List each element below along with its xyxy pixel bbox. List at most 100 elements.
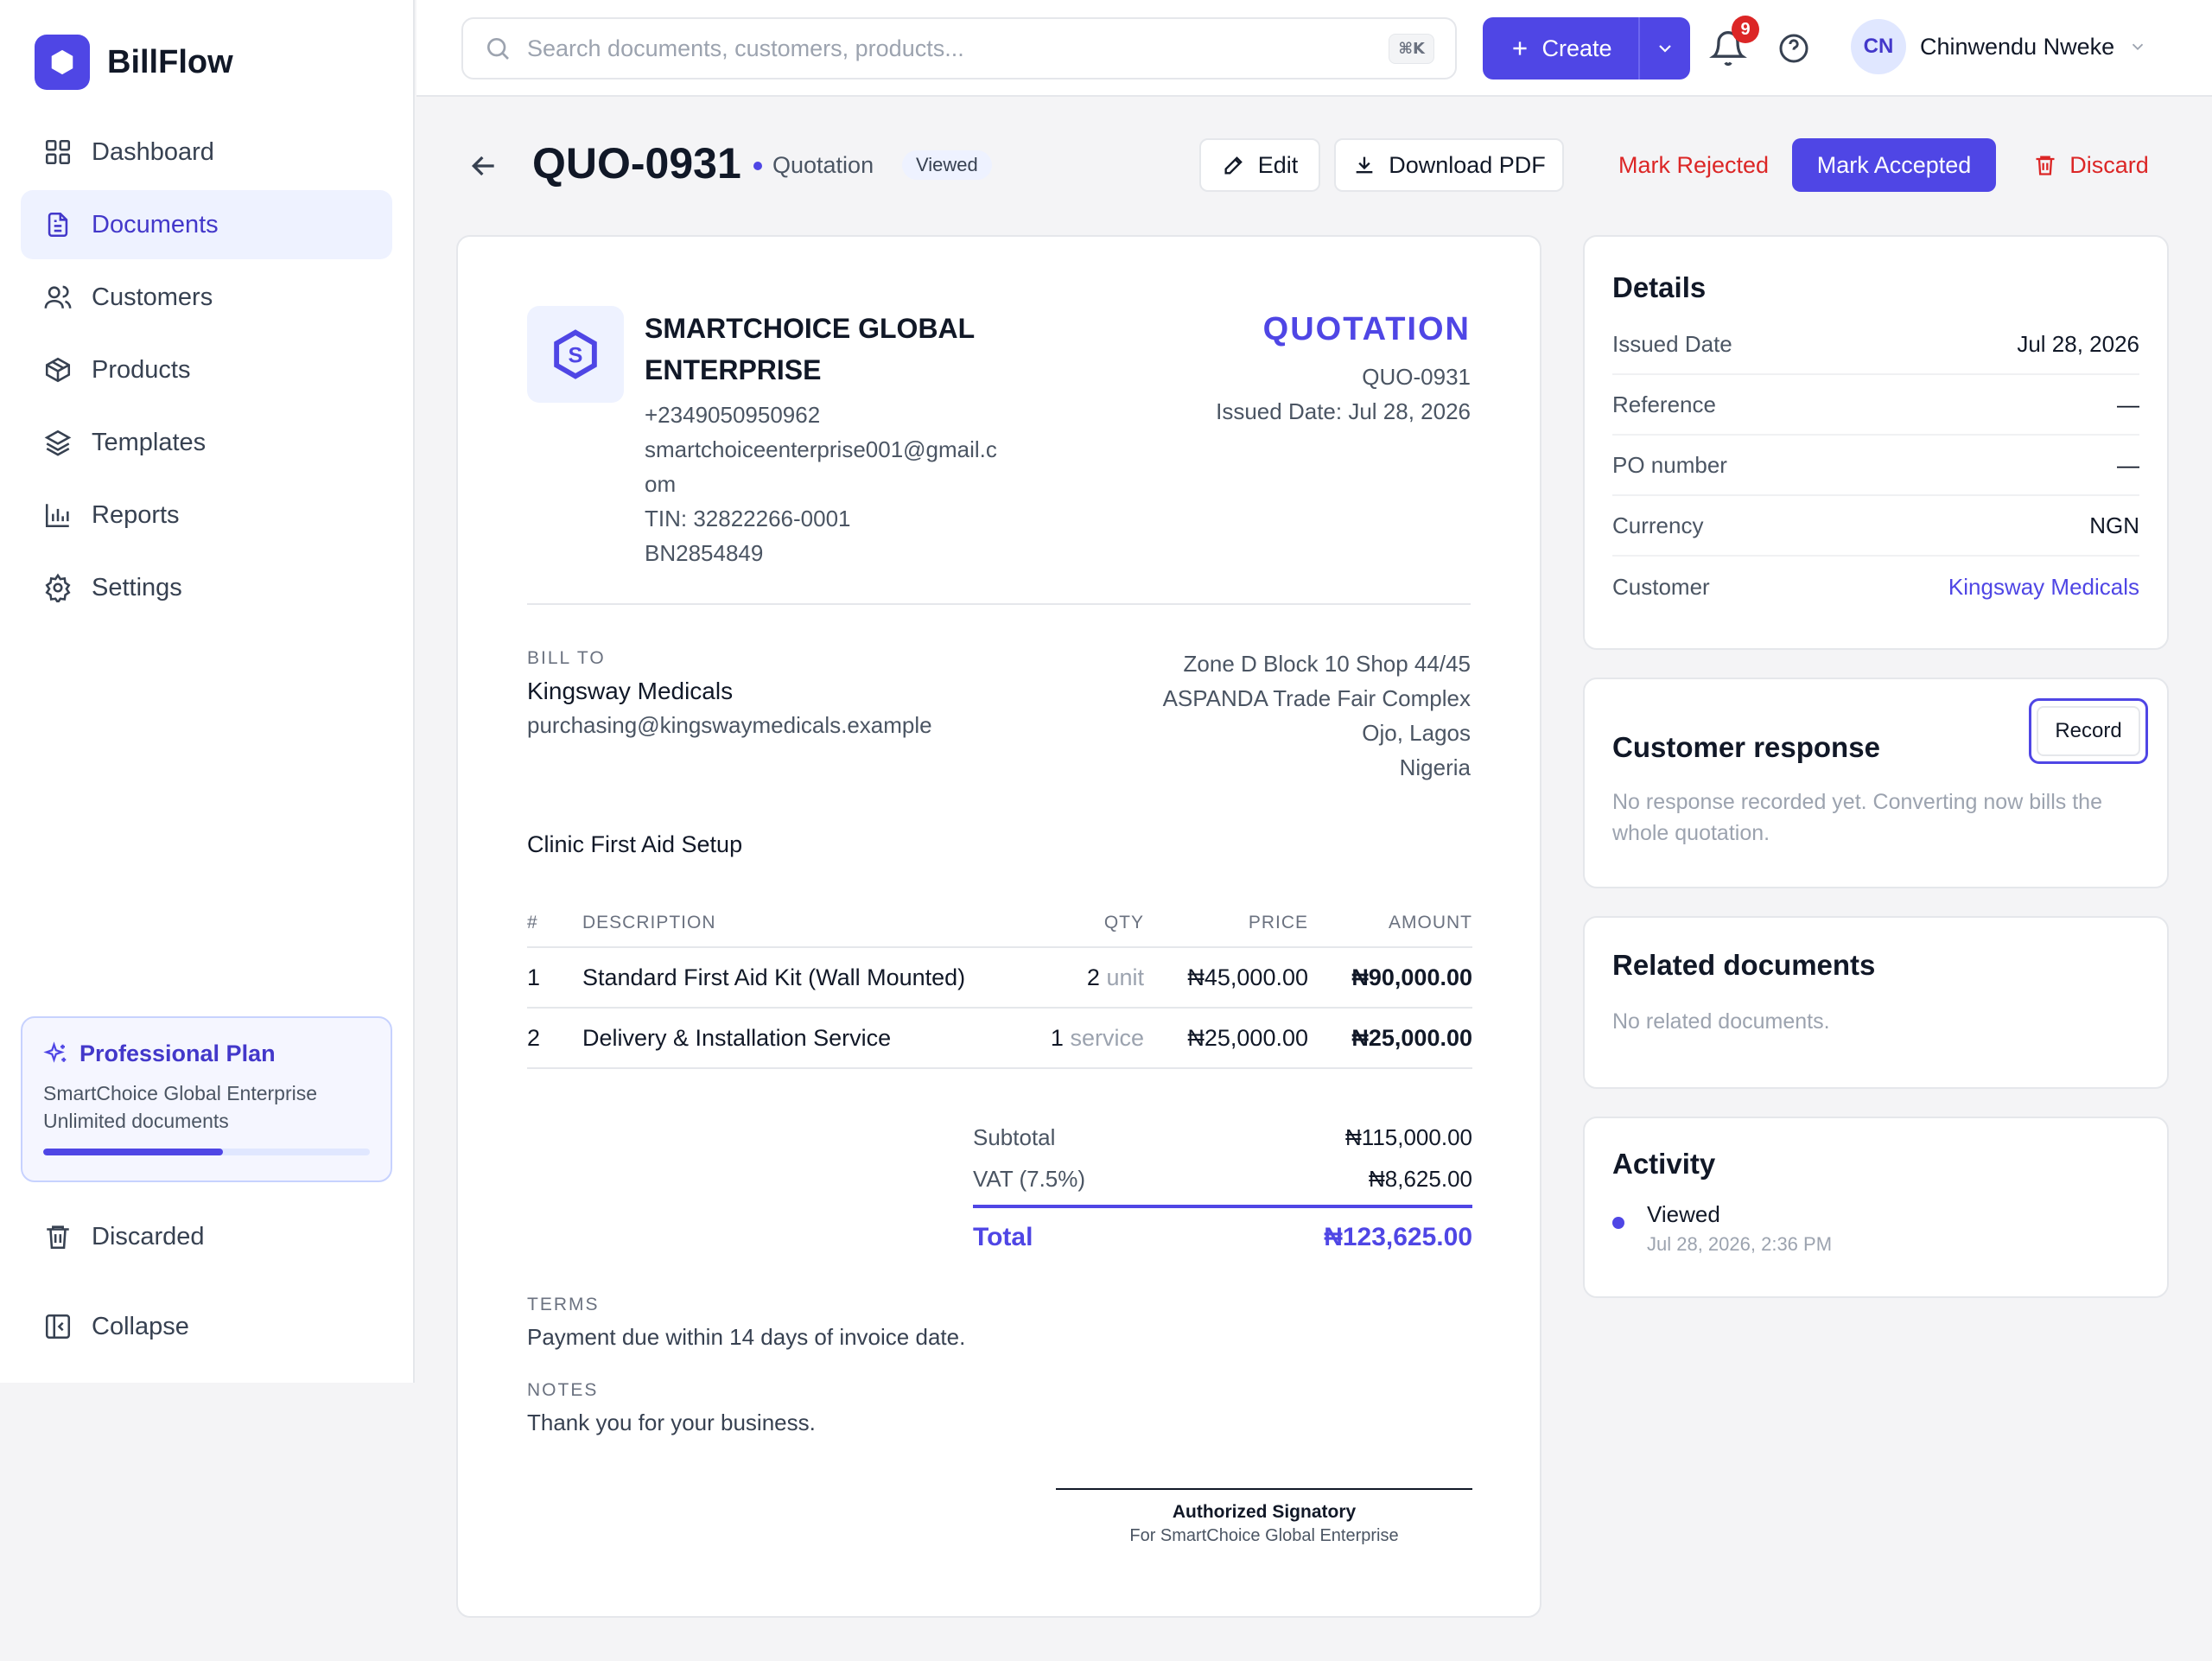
hexagon-logo-icon [35,35,90,90]
main-nav: Dashboard Documents Customers Products T… [21,118,392,626]
mark-rejected-button[interactable]: Mark Rejected [1618,151,1770,178]
col-qty: QTY [988,899,1144,948]
sidebar: BillFlow Dashboard Documents Customers P… [0,0,415,1383]
notes-text: Thank you for your business. [527,1410,816,1435]
collapse-button[interactable]: Collapse [21,1296,392,1357]
plan-company: SmartChoice Global Enterprise [43,1082,318,1104]
customer-response-empty: No response recorded yet. Converting now… [1612,790,2102,845]
nav-label: Reports [92,500,180,529]
user-name: Chinwendu Nweke [1920,33,2115,60]
address-line: ASPANDA Trade Fair Complex [1162,685,1471,711]
nav-label: Documents [92,210,219,239]
nav-item-settings[interactable]: Settings [21,553,392,622]
user-menu[interactable]: CN Chinwendu Nweke [1851,19,2147,74]
item-price: ₦25,000.00 [1144,1008,1308,1069]
nav-label: Settings [92,573,182,601]
subtotal-row: Subtotal ₦115,000.00 [973,1123,1472,1150]
grid-icon [45,139,71,165]
back-arrow-icon[interactable] [467,149,501,183]
download-pdf-button[interactable]: Download PDF [1334,138,1564,192]
trash-icon [2036,156,2055,175]
table-row: 2 Delivery & Installation Service 1 serv… [527,1008,1472,1069]
nav-item-dashboard[interactable]: Dashboard [21,118,392,187]
app-logo[interactable]: BillFlow [35,35,233,90]
company-email: smartchoiceenterprise001@gmail.com [645,436,997,497]
record-response-button[interactable]: Record [2029,698,2148,764]
avatar: CN [1851,19,1906,74]
svg-text:S: S [569,344,583,368]
totals-divider [973,1205,1472,1208]
discarded-link[interactable]: Discarded [21,1206,392,1267]
item-description: Delivery & Installation Service [582,1008,988,1069]
plan-card[interactable]: Professional Plan SmartChoice Global Ent… [21,1016,392,1182]
divider [527,603,1471,605]
details-list: Issued Date Jul 28, 2026 Reference — PO nu… [1612,315,2139,617]
document-number: QUO-0931 [1362,364,1471,390]
search-shortcut: ⌘K [1389,33,1434,64]
document-issued-date: Issued Date: Jul 28, 2026 [1216,398,1471,424]
chevron-down-icon [1659,45,1671,53]
detail-row-po-number: PO number — [1612,436,2139,496]
nav-item-products[interactable]: Products [21,335,392,404]
company-info: +2349050950962 smartchoiceenterprise001@… [645,398,1007,570]
customer-link[interactable]: Kingsway Medicals [1948,573,2139,600]
document-heading: QUOTATION [1262,311,1471,347]
box-icon [45,357,71,383]
item-price: ₦45,000.00 [1144,947,1308,1009]
bar-chart-icon [45,504,69,528]
customer-response-title: Customer response [1612,731,1880,763]
total-row: Total ₦123,625.00 [973,1223,1472,1251]
company-bn: BN2854849 [645,540,764,566]
search-input[interactable] [527,35,1374,62]
plan-title: Professional Plan [43,1041,370,1067]
detail-row-currency: Currency NGN [1612,496,2139,557]
nav-item-reports[interactable]: Reports [21,480,392,550]
create-button[interactable]: Create [1483,17,1638,80]
trash-icon [47,1225,69,1250]
activity-event: Viewed [1647,1201,1720,1227]
item-description: Standard First Aid Kit (Wall Mounted) [582,947,988,1009]
nav-item-documents[interactable]: Documents [21,190,392,259]
document-type: Quotation [753,152,874,179]
customer-response-card: Customer response Record No response rec… [1583,678,2169,888]
nav-item-customers[interactable]: Customers [21,263,392,332]
col-amount: AMOUNT [1308,899,1472,948]
mark-accepted-button[interactable]: Mark Accepted [1792,138,1996,192]
edit-button[interactable]: Edit [1199,138,1320,192]
terms-label: TERMS [527,1295,600,1314]
col-description: DESCRIPTION [582,899,988,948]
related-documents-empty: No related documents. [1612,1009,1830,1034]
col-price: PRICE [1144,899,1308,948]
bill-to-label: BILL TO [527,648,606,668]
pencil-icon [1224,156,1243,175]
vat-row: VAT (7.5%) ₦8,625.00 [973,1165,1472,1192]
item-num: 1 [527,947,582,1009]
sidebar-collapse-icon [45,1314,71,1340]
bill-to-email: purchasing@kingswaymedicals.example [527,712,932,738]
item-qty: 1 service [988,1008,1144,1069]
create-dropdown-button[interactable] [1638,17,1690,80]
company-phone: +2349050950962 [645,402,821,428]
notification-badge: 9 [1732,16,1759,43]
terms-text: Payment due within 14 days of invoice da… [527,1324,966,1350]
document-meta: QUO-0931 Issued Date: Jul 28, 2026 [1216,360,1471,429]
line-items-table: # DESCRIPTION QTY PRICE AMOUNT 1 Standar… [527,899,1472,1069]
topbar: ⌘K Create 9 CN Chinwendu Nweke [416,0,2212,97]
bill-to-name: Kingsway Medicals [527,678,734,704]
discard-button[interactable]: Discard [2022,138,2160,192]
bell-icon[interactable] [1709,29,1747,67]
help-icon[interactable] [1777,31,1811,66]
totals: Subtotal ₦115,000.00 VAT (7.5%) ₦8,625.00 … [973,1117,1472,1258]
search-box[interactable]: ⌘K [461,17,1457,80]
activity-time: Jul 28, 2026, 2:36 PM [1647,1233,1833,1255]
activity-title: Activity [1612,1148,1716,1180]
document-preview: S SMARTCHOICE GLOBAL ENTERPRISE +2349050… [456,235,1541,1618]
nav-label: Dashboard [92,137,214,166]
item-num: 2 [527,1008,582,1069]
plus-icon [1513,41,1528,55]
bill-to: BILL TO Kingsway Medicals purchasing@kin… [527,648,932,739]
table-header-row: # DESCRIPTION QTY PRICE AMOUNT [527,899,1472,948]
nav-item-templates[interactable]: Templates [21,408,392,477]
detail-row-reference: Reference — [1612,375,2139,436]
details-card: Details Issued Date Jul 28, 2026 Referenc… [1583,235,2169,650]
